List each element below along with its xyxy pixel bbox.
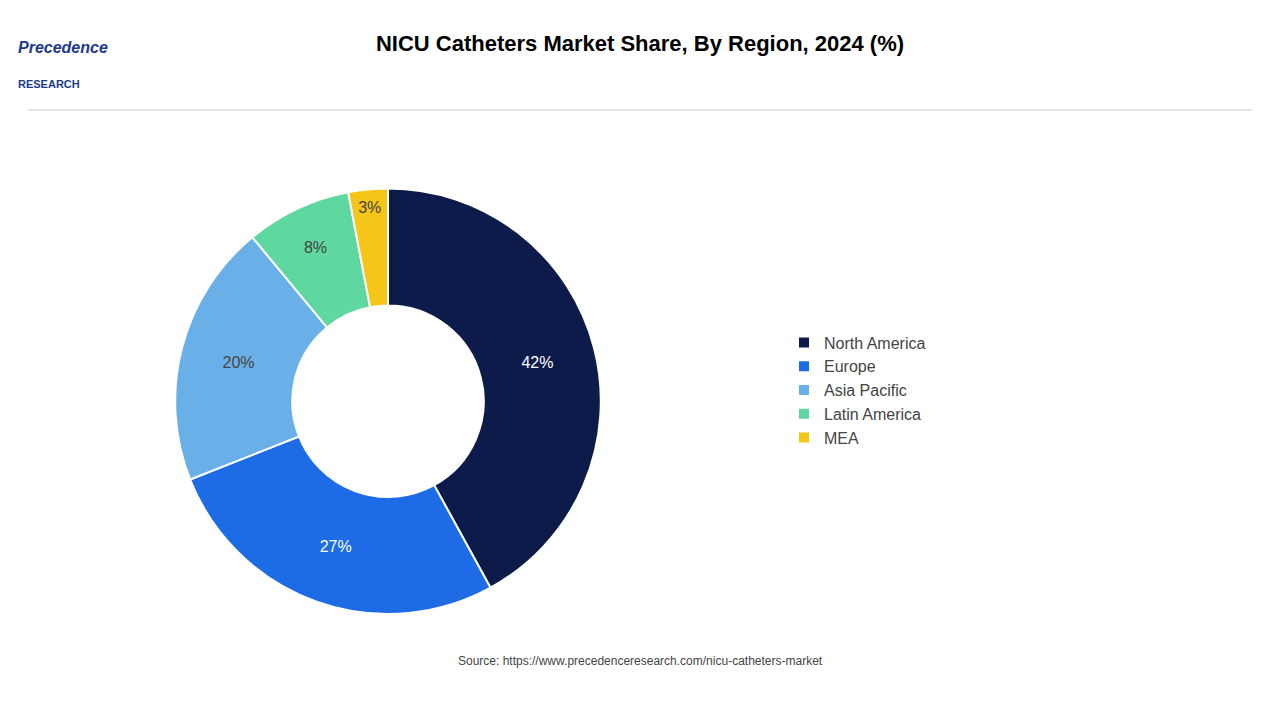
svg-text:MEA: MEA <box>824 430 859 447</box>
svg-text:Asia Pacific: Asia Pacific <box>824 382 907 399</box>
svg-text:RESEARCH: RESEARCH <box>18 78 80 90</box>
svg-text:Precedence: Precedence <box>18 39 108 56</box>
svg-text:Source: https://www.precedence: Source: https://www.precedenceresearch.c… <box>458 654 823 668</box>
svg-text:Europe: Europe <box>824 358 876 375</box>
svg-text:8%: 8% <box>304 239 327 256</box>
svg-text:Latin America: Latin America <box>824 406 921 423</box>
svg-text:27%: 27% <box>320 538 352 555</box>
svg-text:NICU Catheters Market Share, B: NICU Catheters Market Share, By Region, … <box>376 31 904 56</box>
svg-text:3%: 3% <box>358 199 381 216</box>
svg-text:20%: 20% <box>223 354 255 371</box>
svg-text:42%: 42% <box>521 354 553 371</box>
svg-text:North America: North America <box>824 335 925 352</box>
